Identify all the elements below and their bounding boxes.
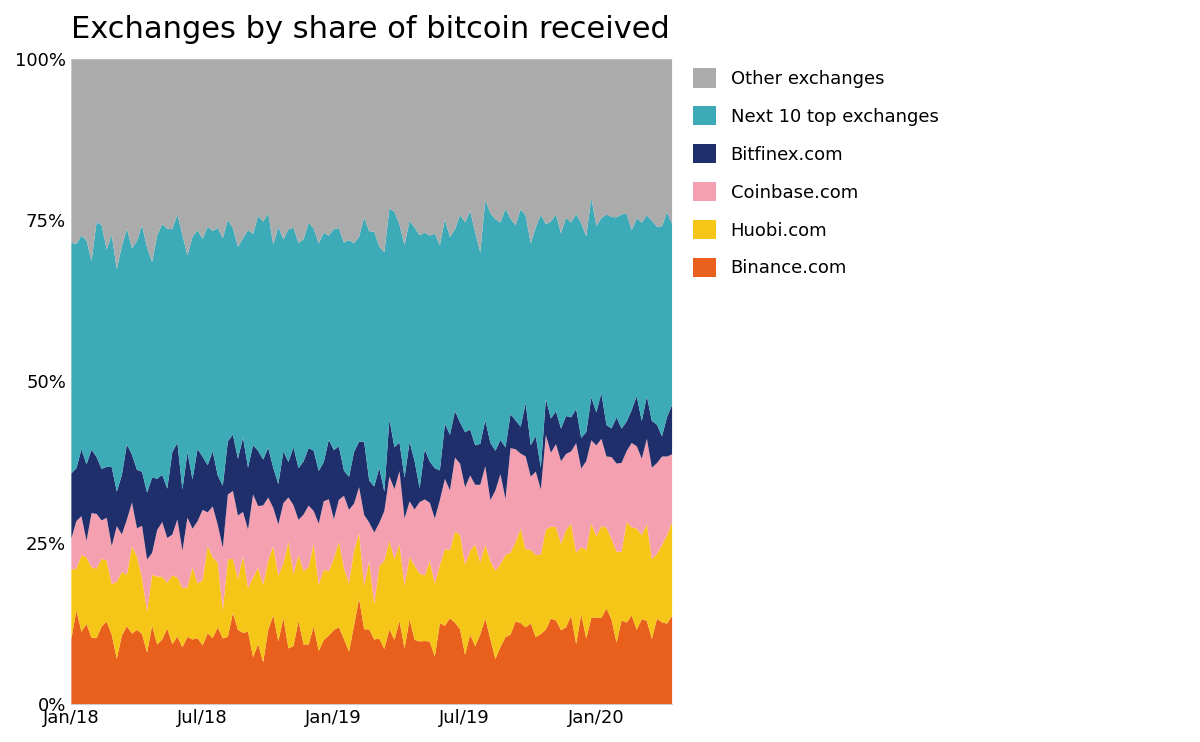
Text: Exchanges by share of bitcoin received: Exchanges by share of bitcoin received (71, 15, 670, 44)
Legend: Other exchanges, Next 10 top exchanges, Bitfinex.com, Coinbase.com, Huobi.com, B: Other exchanges, Next 10 top exchanges, … (692, 68, 938, 278)
